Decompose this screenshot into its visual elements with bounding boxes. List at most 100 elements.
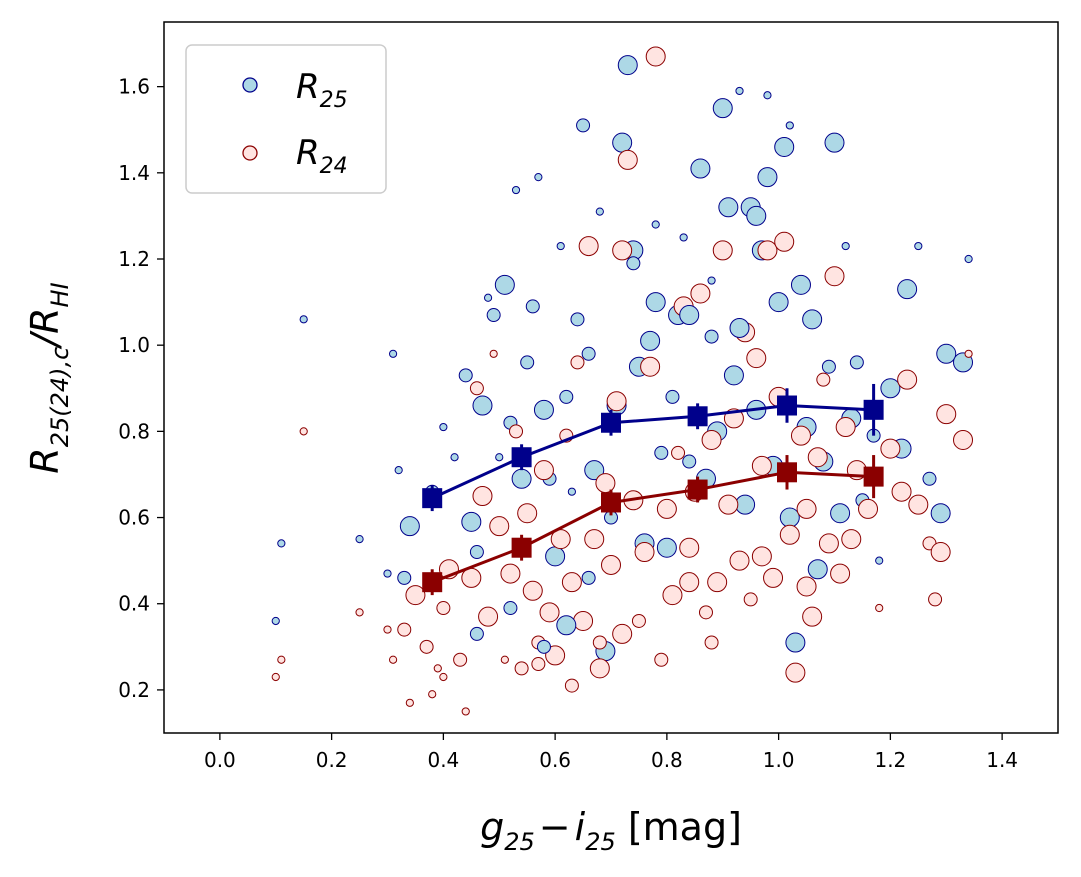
r24-point [824,266,845,287]
r24-point [489,349,498,358]
r24-point [570,355,585,370]
r25-point [807,559,828,580]
r24-point [704,635,719,650]
plot-frame [163,21,1059,734]
r25-point [821,359,836,374]
r24-point [517,503,538,524]
r24-point [908,494,929,515]
r25-point [785,632,806,653]
r25-point [665,389,680,404]
r25-point [534,173,543,182]
r25-point [654,445,669,460]
r24-point [388,655,398,664]
r24-point [461,707,470,716]
r24-point [500,655,509,664]
r24-point [807,447,828,468]
r24-point [891,481,912,502]
r24-point [584,529,605,550]
r24-point [796,576,817,597]
r24-point [936,404,957,425]
r24-point [500,563,521,584]
r25-point [679,233,688,242]
r24-point [539,602,560,623]
r25-point [735,86,744,96]
r24-point [830,563,851,584]
r24-point [634,542,655,563]
r25-point [299,315,308,324]
r24-point [433,664,442,673]
r24-point [478,606,499,627]
r24-point [698,605,713,620]
r24-point [707,572,728,593]
r24-point [533,460,554,481]
scatter-points [271,46,974,716]
r25-point [450,453,459,462]
r24-point [880,438,901,459]
r24-point [790,425,811,446]
x-tick-label: 0.4 [427,748,459,772]
r25-point [595,207,604,216]
r25-point [824,132,845,153]
r24-point [405,698,414,707]
r25-point [520,355,535,370]
r25-point [503,601,518,616]
r25-point [570,312,585,327]
r24-point [453,652,468,667]
r24-point [679,537,700,558]
r24-point [802,606,823,627]
legend-marker-r24 [242,145,258,161]
r24-point [489,516,510,537]
r24-point [355,608,364,617]
r25-point [469,626,484,641]
r25-point [849,355,864,370]
r25-point [277,539,286,548]
r25-point [559,389,574,404]
r24-point [589,658,610,679]
r25-point [556,615,577,636]
r24-point [645,46,666,67]
r25-point [682,454,697,469]
r25-point [651,220,660,229]
y-tick-label: 1.0 [118,333,150,357]
r25-point [536,639,551,654]
legend: R25 R24 [185,44,387,194]
r25-point [729,317,750,338]
r24-point [785,662,806,683]
r25-point [914,241,923,251]
r24-binned-marker [863,466,884,487]
legend-marker-r25 [242,77,258,93]
legend-label-r25: R25 [296,67,348,113]
r25-point [525,299,540,314]
r25-point [936,343,957,364]
r25-point [617,55,638,76]
x-tick-label: 1.0 [763,748,795,772]
r25-point [511,468,532,489]
y-tick-label: 1.2 [118,247,150,271]
r24-point [656,498,677,519]
r24-binned-marker [777,462,798,483]
r25-point [779,507,800,528]
r25-point [679,305,700,326]
r24-point [299,427,308,436]
r24-point [964,349,973,358]
r24-point [816,372,831,387]
r25-point [483,293,493,302]
r25-point [388,349,398,358]
r24-point [690,283,711,304]
r25-point [472,395,493,416]
r24-point [779,524,800,545]
r24-point [419,639,434,654]
r25-point [746,205,767,226]
r24-point [469,381,484,396]
r25-point [964,254,973,264]
r25-point [584,460,605,481]
x-tick-label: 1.2 [874,748,906,772]
r24-point [277,655,286,664]
r25-point [511,185,521,195]
r24-point [531,657,546,672]
r24-point [617,149,638,170]
r25-point [707,276,716,285]
r25-point [581,570,596,585]
r25-point [656,537,677,558]
r24-point [606,391,627,412]
